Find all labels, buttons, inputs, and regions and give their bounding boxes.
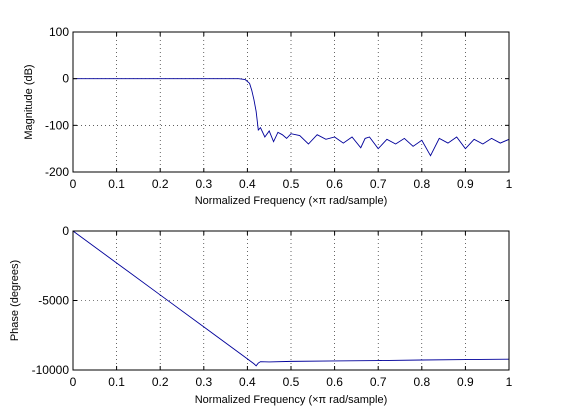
phase-y-tick-label: -10000 (32, 363, 70, 377)
phase-y-axis-label: Phase (degrees) (9, 260, 21, 341)
magnitude-x-tick-label: 0.8 (413, 177, 430, 191)
phase-x-tick-label: 0.7 (370, 375, 387, 389)
magnitude-y-tick-label: -100 (45, 118, 69, 132)
magnitude-x-tick-label: 0.4 (239, 177, 256, 191)
phase-y-tick-label: 0 (62, 224, 69, 238)
magnitude-x-tick-label: 0.1 (108, 177, 125, 191)
phase-x-tick-label: 0.8 (413, 375, 430, 389)
phase-plot: 0 0.1 0.2 0.3 0.4 0.5 0.6 0.7 0.8 0.9 1 0 -5000 -1000… (9, 224, 513, 406)
magnitude-y-tick-label: 100 (49, 25, 69, 39)
magnitude-series-line (73, 78, 510, 157)
phase-series-line (72, 230, 510, 367)
magnitude-x-tick-label: 0.6 (326, 177, 343, 191)
phase-x-tick-label: 0 (70, 375, 77, 389)
phase-x-tick-label: 1 (506, 375, 513, 389)
magnitude-y-tick-label: 0 (62, 72, 69, 86)
magnitude-x-tick-label: 1 (506, 177, 513, 191)
phase-x-tick-label: 0.2 (152, 375, 169, 389)
magnitude-x-tick-label: 0.5 (283, 177, 300, 191)
magnitude-x-tick-label: 0.9 (457, 177, 474, 191)
phase-x-tick-label: 0.6 (326, 375, 343, 389)
phase-x-tick-label: 0.1 (108, 375, 125, 389)
phase-x-tick-label: 0.4 (239, 375, 256, 389)
phase-x-tick-label: 0.3 (195, 375, 212, 389)
magnitude-x-tick-label: 0.3 (195, 177, 212, 191)
phase-x-tick-label: 0.5 (283, 375, 300, 389)
phase-y-tick-label: -5000 (38, 294, 69, 308)
magnitude-y-tick-label: -200 (45, 165, 69, 179)
magnitude-x-tick-label: 0.7 (370, 177, 387, 191)
magnitude-x-axis-label: Normalized Frequency (×π rad/sample) (195, 195, 388, 207)
magnitude-plot: 0 0.1 0.2 0.3 0.4 0.5 0.6 0.7 0.8 0.9 1 100 0 -100 -20… (23, 25, 513, 207)
magnitude-y-axis-label: Magnitude (dB) (23, 64, 35, 139)
magnitude-x-tick-label: 0 (70, 177, 77, 191)
phase-x-tick-label: 0.9 (457, 375, 474, 389)
phase-x-axis-label: Normalized Frequency (×π rad/sample) (195, 394, 388, 406)
magnitude-x-tick-label: 0.2 (152, 177, 169, 191)
